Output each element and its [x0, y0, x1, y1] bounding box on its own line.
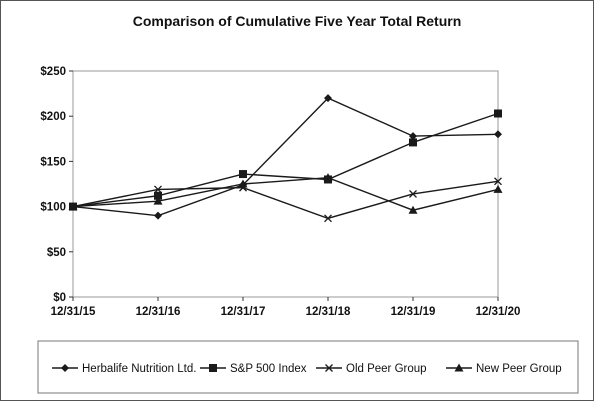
y-axis: $0 $50 $100 $150 $200 $250: [40, 66, 73, 304]
legend-item: New Peer Group: [446, 363, 562, 375]
legend-label: S&P 500 Index: [230, 363, 307, 375]
x-axis: 12/31/15 12/31/16 12/31/17 12/31/18 12/31/19…: [51, 297, 521, 318]
data-point: [153, 196, 163, 205]
legend-item: S&P 500 Index: [200, 363, 307, 375]
legend-label: New Peer Group: [476, 363, 562, 375]
y-tick-label: $250: [40, 66, 66, 78]
series-group: [68, 94, 503, 223]
data-point: [154, 191, 162, 200]
x-tick-label: 12/31/18: [306, 306, 351, 318]
data-point: [409, 189, 417, 198]
legend-marker: [454, 363, 464, 372]
series-square: [69, 109, 502, 211]
legend-marker: [325, 364, 333, 372]
legend: Herbalife Nutrition Ltd. S&P 500 Index Old…: [52, 363, 562, 375]
data-point: [154, 185, 162, 194]
series-line: [72, 97, 499, 217]
legend-label: Old Peer Group: [346, 363, 427, 375]
series-x: [69, 177, 502, 223]
data-point: [494, 177, 502, 186]
data-point: [494, 109, 502, 118]
y-tick-label: $150: [40, 156, 66, 168]
data-point: [238, 179, 248, 188]
x-tick-label: 12/31/16: [136, 306, 181, 318]
data-point: [324, 214, 332, 223]
x-tick-label: 12/31/15: [51, 306, 96, 318]
data-point: [323, 173, 333, 182]
series-triangle: [68, 173, 503, 214]
data-point: [324, 94, 332, 103]
chart-title: Comparison of Cumulative Five Year Total…: [133, 13, 462, 29]
legend-marker: [61, 364, 69, 372]
series-line: [72, 112, 499, 208]
legend-marker: [209, 364, 217, 372]
x-tick-label: 12/31/17: [221, 306, 266, 318]
x-tick-label: 12/31/20: [476, 306, 521, 318]
data-point: [409, 138, 417, 147]
data-point: [408, 205, 418, 214]
y-tick-label: $50: [47, 247, 66, 259]
legend-label: Herbalife Nutrition Ltd.: [82, 363, 196, 375]
series-diamond: [69, 94, 502, 220]
data-point: [409, 132, 417, 141]
y-tick-label: $200: [40, 111, 66, 123]
legend-item: Old Peer Group: [316, 363, 427, 375]
data-point: [494, 130, 502, 139]
series-line: [72, 180, 499, 220]
legend-box: [37, 340, 579, 394]
y-tick-label: $100: [40, 202, 66, 214]
legend-item: Herbalife Nutrition Ltd.: [52, 363, 196, 375]
data-point: [68, 202, 78, 211]
data-point: [493, 184, 503, 193]
x-tick-label: 12/31/19: [391, 306, 436, 318]
data-point: [154, 211, 162, 220]
plot-area: [72, 70, 499, 298]
series-line: [72, 176, 499, 211]
y-tick-label: $0: [53, 292, 66, 304]
data-point: [239, 170, 247, 179]
